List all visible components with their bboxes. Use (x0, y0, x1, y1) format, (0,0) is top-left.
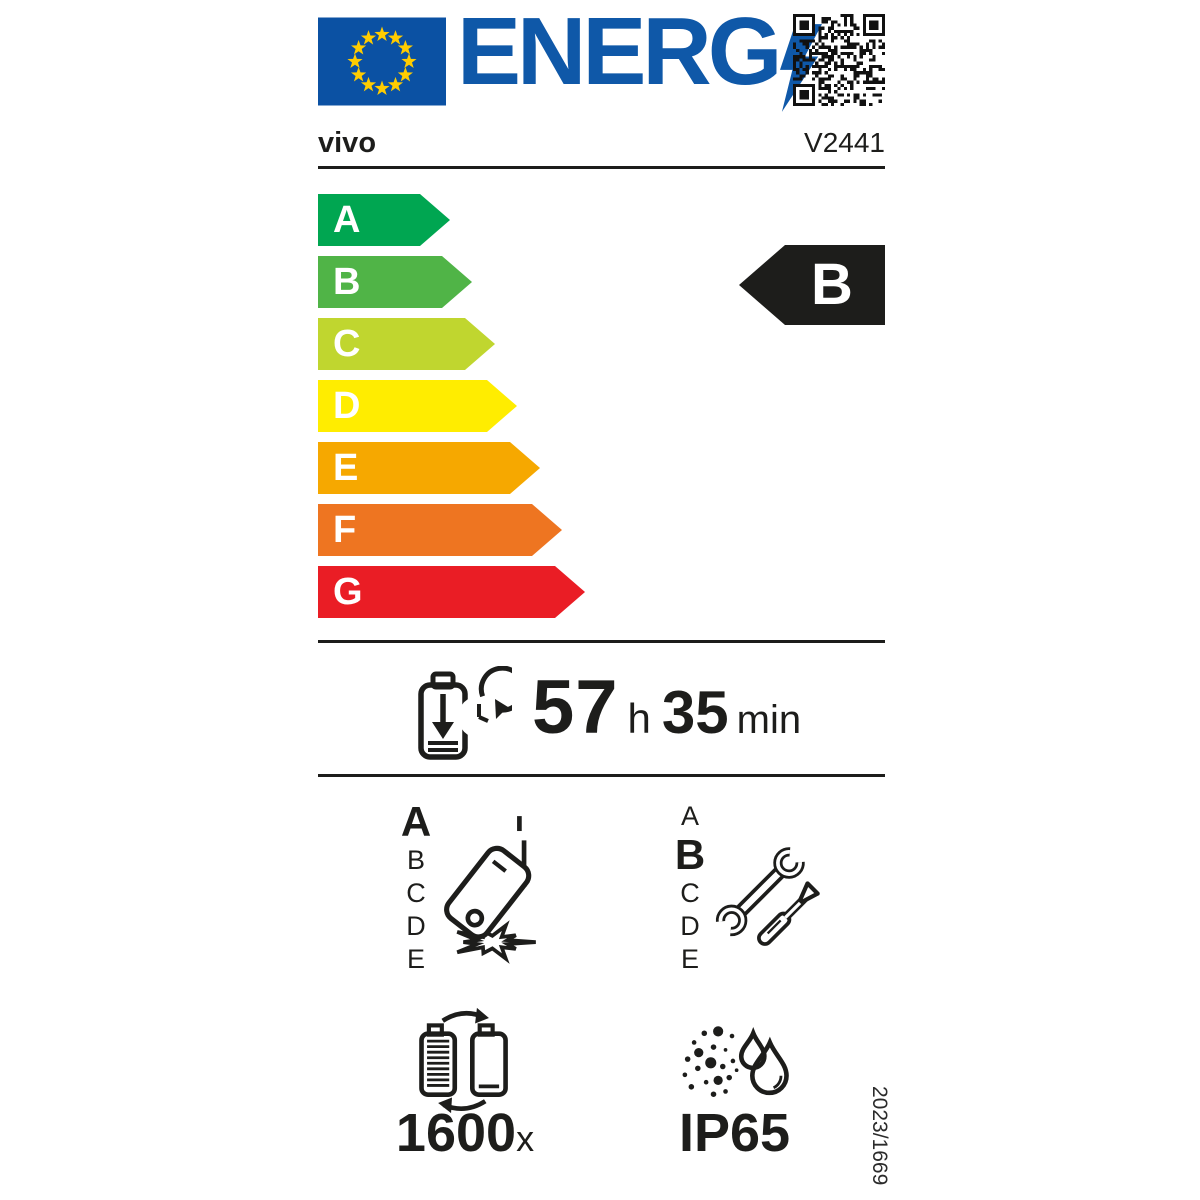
rating-arrow: B (739, 245, 885, 325)
grade-label: A (333, 199, 361, 241)
eu-stars-icon (347, 26, 417, 95)
brand-name: vivo (318, 127, 377, 159)
battery-discharge-clock-icon (418, 666, 512, 760)
grade-bar-b: B (318, 256, 472, 308)
drop-class-scale: A B C D E (393, 800, 439, 976)
class-letter-selected: B (674, 831, 706, 878)
energy-logo: ENERG (457, 0, 823, 114)
cycles-number: 1600 (395, 1103, 517, 1163)
grade-label: C (333, 323, 361, 365)
grade-bar-a: A (318, 194, 450, 246)
repair-class-scale: A B C D E (667, 800, 713, 976)
cycles-unit: x (516, 1118, 535, 1159)
endurance-minutes-unit: min (736, 698, 802, 742)
class-letter: E (406, 944, 425, 974)
grade-label: B (333, 261, 361, 303)
endurance-minutes: 35 (661, 679, 729, 746)
energy-logo-text: ENERG (457, 0, 782, 105)
endurance-hours: 57 (532, 665, 619, 750)
grade-bar-f: F (318, 504, 562, 556)
divider (318, 640, 885, 643)
class-letter: C (680, 878, 700, 908)
battery-endurance-value: 57 h 35 min (532, 664, 801, 751)
grade-label: E (333, 447, 359, 489)
brand-row: vivo V2441 (318, 127, 885, 169)
divider (318, 774, 885, 777)
class-letter-selected: A (400, 798, 432, 845)
grade-bar-g: G (318, 566, 585, 618)
endurance-hours-unit: h (627, 695, 651, 742)
class-letter: D (680, 911, 700, 941)
class-letter: E (680, 944, 699, 974)
regulation-number: 2023/1669 (868, 1086, 891, 1186)
eu-flag-icon (318, 17, 446, 106)
ip-rating-value: IP65 (678, 1103, 791, 1163)
class-letter: B (406, 845, 425, 875)
class-letter: C (406, 878, 426, 908)
grade-bar-e: E (318, 442, 540, 494)
falling-phone-icon (444, 816, 536, 964)
dust-dots-icon (682, 1026, 739, 1097)
rating-letter: B (811, 252, 853, 317)
grade-bar-c: C (318, 318, 495, 370)
energy-label: ENERG vivo V2441 A B C D E F G B (315, 0, 891, 1200)
lightning-bolt-icon (780, 24, 823, 112)
energy-scale: A B C D E F G (318, 194, 585, 628)
grade-label: G (333, 571, 363, 613)
dust-water-icon (682, 1026, 789, 1097)
grade-bar-d: D (318, 380, 517, 432)
qr-code (793, 14, 885, 106)
battery-cycles-value: 1600x (370, 1102, 560, 1164)
model-number: V2441 (804, 127, 885, 158)
grade-label: D (333, 385, 361, 427)
battery-cycle-icon (419, 1007, 508, 1114)
class-letter: D (406, 911, 426, 941)
grade-label: F (333, 509, 357, 551)
wrench-screwdriver-icon (715, 847, 820, 946)
class-letter: A (680, 801, 699, 831)
